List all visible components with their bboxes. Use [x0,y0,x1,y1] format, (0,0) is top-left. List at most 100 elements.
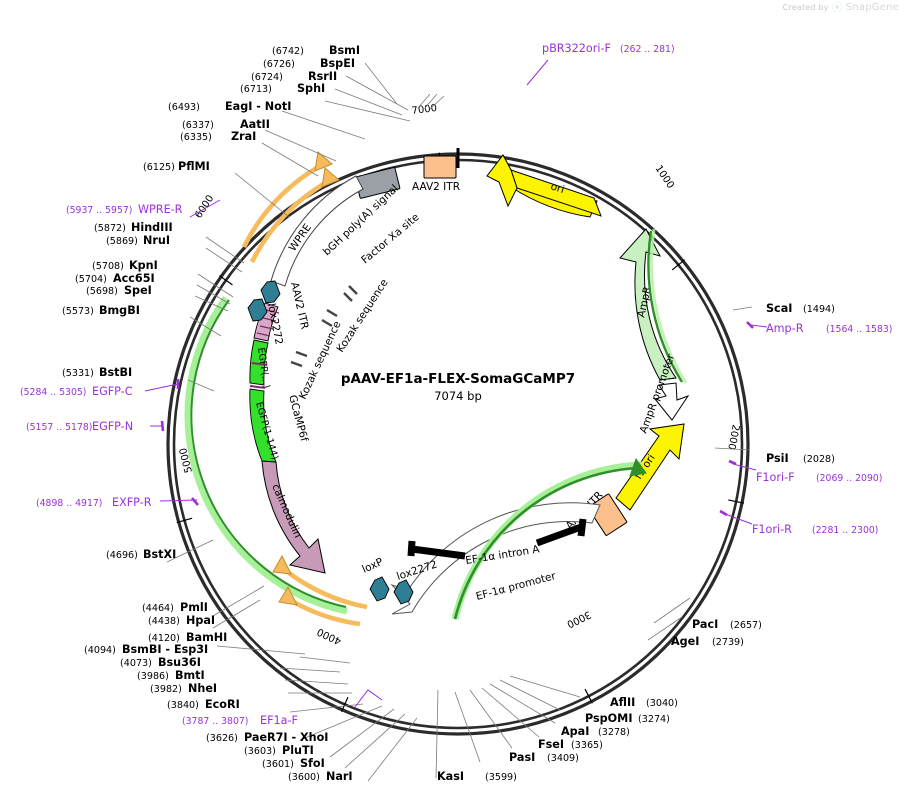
enzyme-name-paer7i[interactable]: PaeR7I - XhoI [244,731,328,744]
enzyme-pos-hpai: (4438) [148,616,180,627]
enzyme-pos-apai: (3278) [598,727,630,738]
enzyme-pos-rsrii: (6724) [251,72,283,83]
feature-label-kozak-1: Kozak sequence [297,319,344,401]
plasmid-size: 7074 bp [434,389,482,403]
enzyme-pos-paci: (2657) [730,620,762,631]
enzyme-name-kpni[interactable]: KpnI [129,259,158,272]
primer-leader-lines [144,59,768,708]
enzyme-name-psii[interactable]: PsiI [766,452,789,465]
enzyme-name-pluti[interactable]: PluTI [282,744,314,757]
enzyme-name-bsu36i[interactable]: Bsu36I [158,656,201,669]
feature-loxp-bottom[interactable]: loxP [360,556,390,602]
enzyme-pos-zrai: (6335) [180,132,212,143]
enzyme-pos-pasi: (3409) [547,753,579,764]
enzyme-pos-sphi: (6713) [240,84,272,95]
enzyme-name-sfoi[interactable]: SfoI [300,757,325,770]
enzyme-pos-bmti: (3986) [137,671,169,682]
enzyme-name-apai[interactable]: ApaI [561,725,589,738]
primer-range-egfp-n: (5157 .. 5178) [26,422,92,433]
primer-name-amp-r[interactable]: Amp-R [766,322,804,335]
enzyme-name-aflii[interactable]: AflII [610,696,635,709]
snapgene-credit: Created by ⦿ SnapGene [783,2,899,13]
primer-name-egfp-n[interactable]: EGFP-N [92,420,133,433]
feature-ampr-outline [647,230,684,383]
primer-name-ef1a-f[interactable]: EF1a-F [260,714,298,727]
enzyme-name-kasi[interactable]: KasI [437,770,464,783]
primer-range-ef1a-f: (3787 .. 3807) [182,716,248,727]
tick-label-1000: 1000 [653,164,676,191]
enzyme-name-bsmi[interactable]: BsmI [329,44,360,57]
enzyme-name-bsmbi[interactable]: BsmBI - Esp3I [122,643,208,656]
enzyme-name-sphi[interactable]: SphI [297,82,325,95]
enzyme-name-nrui[interactable]: NruI [143,234,170,247]
primer-name-f1ori-r[interactable]: F1ori-R [752,523,792,536]
enzyme-name-eagi[interactable]: EagI - NotI [225,100,291,113]
feature-repeat-arrows-lower [272,554,368,627]
enzyme-pos-aatii: (6337) [182,120,214,131]
feature-egfp-dividers [249,362,268,389]
enzyme-name-scai[interactable]: ScaI [766,302,792,315]
feature-egfp-partial[interactable]: EGFP(...) [249,339,272,389]
enzyme-pos-nhei: (3982) [150,684,182,695]
enzyme-pos-kpni: (5708) [92,261,124,272]
primer-name-wpre-r[interactable]: WPRE-R [138,203,183,216]
enzyme-name-bmgbi[interactable]: BmgBI [99,304,140,317]
credit-prefix: Created by [782,3,829,12]
enzyme-pos-paer7i: (3626) [206,733,238,744]
primer-name-pbr322ori-f[interactable]: pBR322ori-F [542,42,611,55]
enzyme-name-ecori[interactable]: EcoRI [205,698,240,711]
enzyme-name-fsei[interactable]: FseI [538,738,564,751]
enzyme-name-agei[interactable]: AgeI [671,635,699,648]
feature-aav2-itr-top[interactable]: AAV2 ITR [412,155,460,193]
enzyme-name-spei[interactable]: SpeI [124,284,152,297]
enzyme-name-nari[interactable]: NarI [326,770,353,783]
enzyme-pos-eagi: (6493) [168,102,200,113]
feature-ori[interactable]: ori [486,154,604,218]
feature-ampr-promoter[interactable]: AmpR promoter [638,352,690,435]
enzyme-name-pasi[interactable]: PasI [509,751,535,764]
enzyme-name-aatii[interactable]: AatII [240,118,270,131]
tick-label-7000: 7000 [411,103,438,117]
enzyme-pos-bsu36i: (4073) [120,658,152,669]
enzyme-name-nhei[interactable]: NheI [188,682,217,695]
primer-name-egfp-c[interactable]: EGFP-C [92,385,133,398]
enzyme-name-rsrii[interactable]: RsrII [308,70,337,83]
tick-label-3000: 3000 [565,608,593,629]
enzyme-name-bspei[interactable]: BspEI [320,57,355,70]
feature-f1-ori[interactable]: f1 ori [615,423,685,511]
enzyme-name-bamhi[interactable]: BamHI [186,631,227,644]
enzyme-name-bmti[interactable]: BmtI [175,669,205,682]
droplet-icon: ⦿ [831,1,843,14]
enzyme-name-pmli[interactable]: PmlI [180,601,208,614]
feature-calmodulin[interactable]: calmodulin [261,460,326,574]
enzyme-name-zrai[interactable]: ZraI [231,130,256,143]
enzyme-name-pflmi[interactable]: PflMI [178,160,210,173]
feature-kozak-sequence-1[interactable]: Kozak sequence [290,319,344,401]
enzyme-name-bstxi[interactable]: BstXI [143,548,176,561]
enzyme-pos-bsmi: (6742) [272,46,304,57]
primer-range-pbr322ori-f: (262 .. 281) [620,44,675,55]
feature-label-loxp-upper: AAV2 ITR [288,281,310,330]
leader-lines [166,62,753,782]
enzyme-pos-nari: (3600) [288,772,320,783]
feature-lox2272-repeat-block [253,302,280,342]
enzyme-labels-bottom-right: KasI (3599) PasI (3409) FseI (3365) ApaI… [437,696,678,783]
enzyme-pos-agei: (2739) [712,637,744,648]
enzyme-name-hpai[interactable]: HpaI [186,614,215,627]
enzyme-pos-pflmi: (6125) [143,162,175,173]
enzyme-pos-psii: (2028) [803,454,835,465]
enzyme-name-acc65i[interactable]: Acc65I [113,272,155,285]
primer-name-exfp-r[interactable]: EXFP-R [112,496,152,509]
enzyme-pos-bsmbi: (4094) [84,645,116,656]
enzyme-name-hindiii[interactable]: HindIII [131,221,173,234]
enzyme-pos-bstbi: (5331) [62,368,94,379]
enzyme-name-pspomi[interactable]: PspOMI [585,712,632,725]
enzyme-labels-right: AgeI (2739) PacI (2657) PsiI (2028) ScaI… [671,302,835,648]
primer-range-wpre-r: (5937 .. 5957) [66,205,132,216]
enzyme-name-bstbi[interactable]: BstBI [99,366,132,379]
feature-egfp-1-144[interactable]: EGFP(1-144) [249,388,280,463]
enzyme-name-paci[interactable]: PacI [692,618,718,631]
enzyme-pos-kasi: (3599) [485,772,517,783]
primer-name-f1ori-f[interactable]: F1ori-F [756,471,795,484]
